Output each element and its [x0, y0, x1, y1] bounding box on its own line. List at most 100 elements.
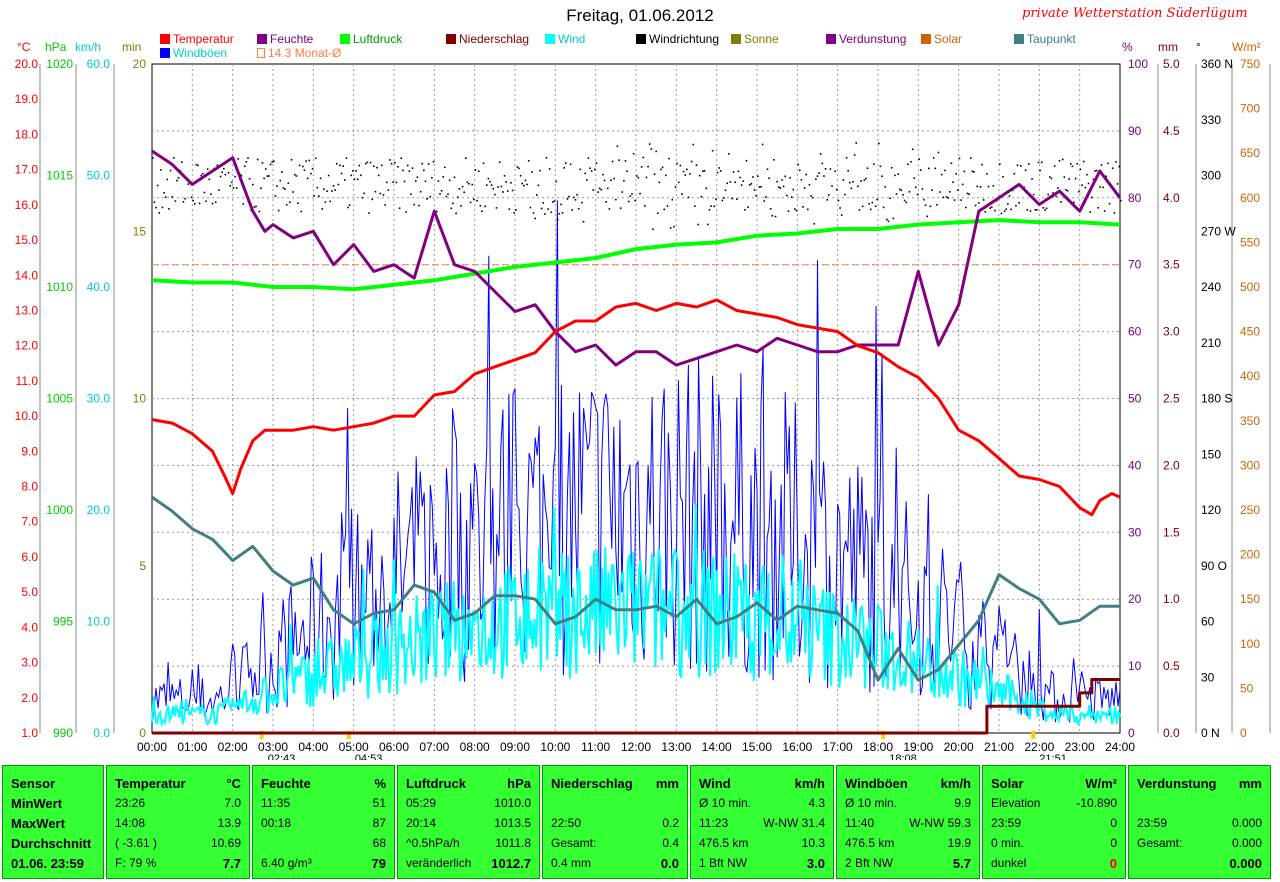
stats-cell-value: 10.69 — [210, 836, 241, 850]
station-brand: private Wetterstation Süderlügum — [1022, 6, 1248, 21]
wind-direction-point — [613, 177, 616, 180]
wind-direction-point — [311, 167, 314, 170]
wind-direction-point — [337, 183, 340, 186]
wind-direction-point — [561, 212, 564, 214]
wind-direction-point — [1050, 177, 1053, 180]
wind-direction-point — [1057, 187, 1059, 189]
wind-direction-point — [560, 203, 562, 206]
wind-direction-point — [895, 193, 898, 195]
wind-direction-point — [879, 165, 882, 168]
direction-tick-label: 150 — [1201, 447, 1221, 461]
time-label: 05:00 — [339, 740, 369, 754]
wind-direction-point — [918, 158, 920, 160]
event-marker — [259, 731, 264, 739]
stats-cell-label: 23:59 — [991, 816, 1022, 830]
solar-tick-label: 50 — [1240, 681, 1254, 695]
wind-direction-point — [592, 189, 595, 191]
temp-tick-label: 2.0 — [21, 691, 38, 705]
wind-direction-point — [797, 163, 799, 166]
wind-direction-point — [1066, 189, 1069, 192]
stats-cell-value: 10.3 — [801, 836, 825, 850]
wind-direction-point — [650, 148, 653, 150]
time-label: 14:00 — [702, 740, 732, 754]
time-label: 04:00 — [298, 740, 328, 754]
legend-item: Niederschlag — [446, 32, 529, 46]
wind-direction-point — [326, 190, 328, 193]
stats-cell-label: Gesamt: — [551, 836, 597, 850]
stats-humidity-title: Feuchte — [261, 776, 311, 791]
time-label: 06:00 — [379, 740, 409, 754]
stats-sensor-title: Sensor — [11, 776, 56, 791]
wind-direction-point — [710, 205, 712, 207]
wind-direction-point — [513, 212, 515, 214]
time-label: 20:00 — [944, 740, 974, 754]
stats-gusts-unit: km/h — [940, 776, 971, 791]
wind-direction-point — [994, 209, 996, 212]
humidity-tick-label: 50 — [1128, 392, 1142, 406]
wind-direction-point — [413, 203, 415, 206]
stats-cell-label: 20:14 — [406, 816, 437, 830]
wind-direction-point — [1005, 208, 1008, 210]
rain-tick-label: 1.5 — [1163, 525, 1180, 539]
wind-direction-point — [515, 209, 517, 211]
wind-direction-point — [237, 158, 240, 160]
wind-direction-point — [452, 202, 454, 205]
wind-direction-point — [863, 179, 866, 181]
wind-direction-point — [281, 171, 283, 173]
wind-direction-point — [819, 153, 822, 155]
wind-direction-point — [348, 204, 351, 206]
wind-direction-point — [487, 177, 490, 180]
wind-direction-point — [219, 175, 222, 178]
wind-direction-point — [744, 209, 746, 211]
wind-direction-point — [1008, 195, 1011, 197]
wind-direction-point — [153, 201, 156, 204]
wind-direction-point — [255, 205, 257, 208]
humidity-tick-label: 0 — [1128, 726, 1135, 740]
wind-direction-point — [905, 201, 908, 204]
stats-cell-value: 0.0 — [660, 856, 679, 871]
legend-swatch — [160, 34, 170, 44]
wind-direction-point — [824, 168, 827, 170]
wind-direction-point — [640, 166, 643, 168]
wind-direction-point — [235, 187, 238, 189]
wind-direction-point — [882, 206, 885, 209]
wind-direction-point — [865, 177, 867, 180]
weather-chart: 20.0 19.0 18.0 17.0 16.0 15.0 14.0 13.0 12.0 11.0… — [15, 57, 1271, 760]
wind-direction-point — [768, 177, 770, 180]
wind-direction-point — [411, 167, 414, 169]
stats-cell-value: 1010.0 — [494, 796, 531, 810]
wind-direction-point — [202, 172, 204, 175]
wind-direction-point — [284, 188, 286, 190]
wind-direction-point — [450, 207, 453, 210]
wind-direction-point — [231, 181, 233, 184]
wind-direction-point — [553, 200, 556, 202]
wind-direction-point — [597, 191, 599, 193]
wind-direction-point — [734, 181, 737, 184]
wind-direction-point — [248, 178, 251, 180]
stats-cell-label: Gesamt: — [1137, 836, 1183, 850]
wind-direction-point — [1082, 160, 1085, 163]
wind-direction-point — [489, 180, 491, 183]
wind-direction-point — [815, 178, 817, 181]
legend-item: Windrichtung — [636, 32, 719, 46]
solar-tick-label: 250 — [1240, 503, 1260, 517]
chart-axes: 20.0 19.0 18.0 17.0 16.0 15.0 14.0 13.0 12.0 11.0… — [15, 57, 1271, 760]
wind-direction-point — [331, 190, 333, 192]
wind-direction-point — [800, 178, 803, 181]
wind-direction-point — [303, 169, 306, 171]
wind-direction-point — [740, 184, 743, 186]
wind-direction-point — [965, 206, 967, 209]
wind-direction-point — [868, 202, 870, 205]
wind-direction-point — [976, 185, 979, 188]
wind-direction-point — [240, 174, 243, 177]
wind-direction-point — [984, 210, 987, 213]
stats-cell-label: 0 min. — [991, 836, 1024, 850]
wind-direction-point — [458, 188, 461, 190]
wind-direction-point — [565, 162, 567, 164]
wind-direction-point — [1089, 211, 1091, 213]
wind-direction-point — [605, 201, 607, 203]
wind-direction-point — [860, 180, 862, 182]
wind-direction-point — [1116, 183, 1119, 185]
wind-direction-point — [889, 197, 891, 200]
wind-direction-point — [723, 197, 725, 199]
